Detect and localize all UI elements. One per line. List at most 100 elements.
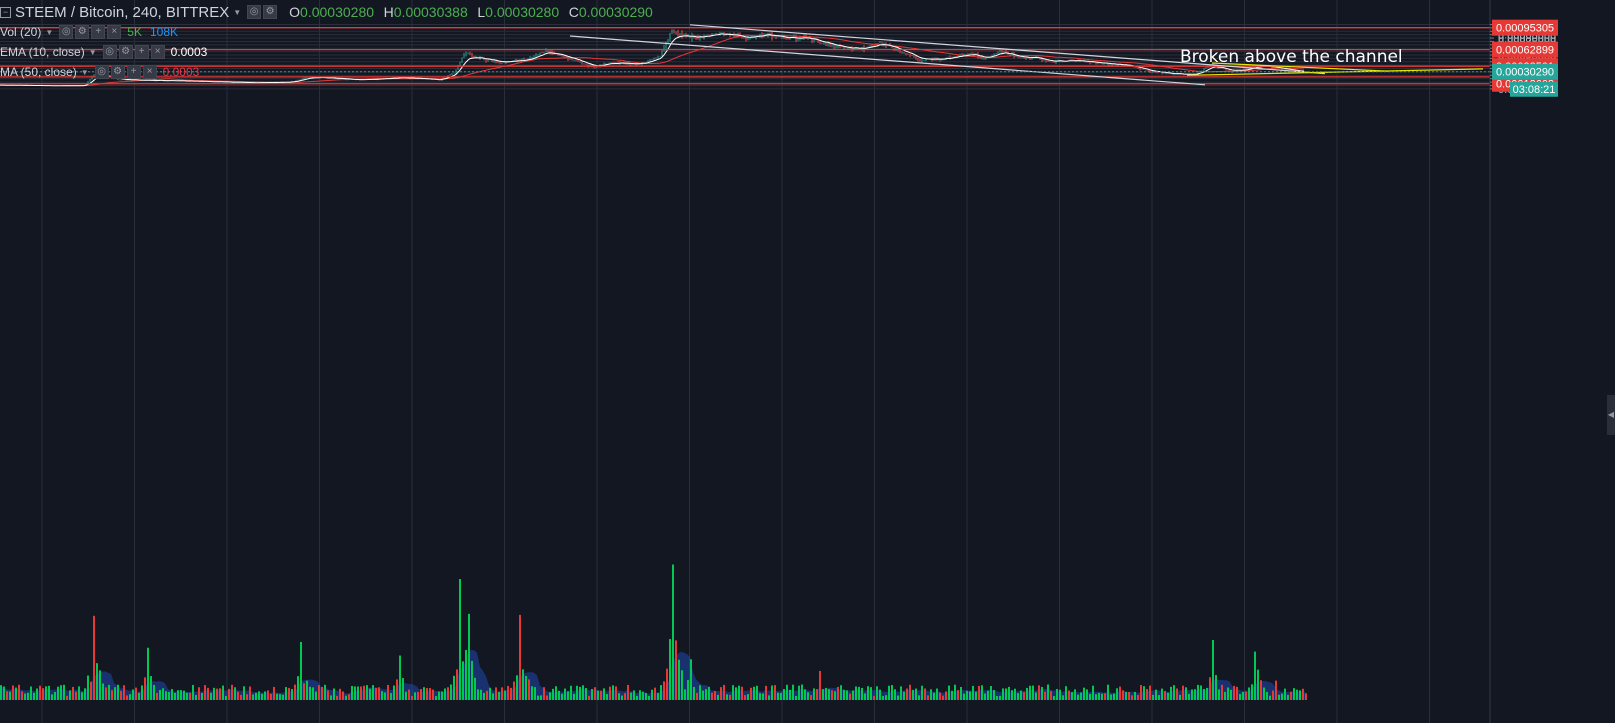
volume-bar [1275,680,1277,700]
volume-bar [1146,689,1148,700]
volume-bar [27,692,29,700]
volume-bar [333,688,335,700]
volume-bar [735,687,737,700]
settings-icon[interactable]: ⚙ [263,5,278,19]
trendline-triangle-upper[interactable] [1211,62,1391,72]
settings-icon[interactable]: ⚙ [118,45,133,59]
volume-bar [186,692,188,700]
volume-bar [1194,689,1196,700]
volume-bar [1290,691,1292,700]
volume-bar [1239,694,1241,700]
volume-bar [1170,686,1172,700]
volume-bar [1254,651,1256,700]
indicator-label[interactable]: MA (50, close) [0,65,77,79]
side-panel-toggle[interactable]: ◀ [1607,395,1615,435]
volume-bar [0,685,2,700]
volume-bar [234,687,236,700]
symbol-title[interactable]: STEEM / Bitcoin, 240, BITTREX [15,3,230,21]
volume-bar [210,692,212,700]
volume-bar [90,681,92,700]
volume-bar [864,693,866,700]
close-icon[interactable]: × [107,25,122,39]
volume-bar [534,687,536,700]
volume-bar [330,695,332,700]
volume-bar [420,688,422,700]
close-icon[interactable]: × [142,65,157,79]
volume-bar [978,685,980,700]
volume-bar [216,688,218,700]
volume-bar [336,695,338,700]
volume-bar [498,691,500,700]
volume-bar [753,686,755,700]
volume-bar [594,687,596,700]
chevron-down-icon[interactable]: ▼ [80,67,89,77]
volume-bar [18,684,20,700]
volume-bar [144,677,146,700]
volume-bar [1263,687,1265,700]
volume-bar [1071,692,1073,700]
settings-icon[interactable]: ⚙ [75,25,90,39]
volume-bar [1227,687,1229,700]
volume-bar [633,690,635,700]
volume-bar [156,692,158,700]
volume-bar [303,683,305,700]
volume-bar [1020,690,1022,700]
chevron-down-icon[interactable]: ▼ [88,47,97,57]
volume-bar [441,691,443,700]
chevron-down-icon[interactable]: ▼ [45,27,54,37]
settings-icon[interactable]: ⚙ [110,65,125,79]
indicator-label[interactable]: Vol (20) [0,25,42,39]
volume-bar [1029,685,1031,700]
indicator-value: 0.0003 [170,45,208,59]
volume-bar [204,685,206,700]
volume-bar [114,687,116,700]
trendline-channel-lower[interactable] [569,35,1206,86]
volume-bar [339,688,341,700]
volume-bar [1134,691,1136,700]
volume-bar [111,690,113,700]
volume-bar [870,687,872,700]
volume-bar [429,688,431,700]
volume-bar [474,677,476,700]
volume-bar [300,641,302,700]
trendline-channel-upper[interactable] [689,24,1326,75]
volume-bar [645,693,647,700]
volume-bar [279,694,281,700]
chevron-down-icon[interactable]: ▼ [233,7,242,17]
volume-bar [1107,684,1109,700]
volume-bar [9,691,11,700]
eye-icon[interactable]: ◎ [102,45,117,59]
volume-bar [438,691,440,700]
volume-bar [141,685,143,700]
eye-icon[interactable]: ◎ [247,5,262,19]
trendline-triangle-lower[interactable] [1186,68,1484,76]
volume-bar [945,691,947,700]
collapse-icon[interactable]: − [0,6,11,18]
volume-bar [1005,688,1007,700]
volume-bar [1080,692,1082,700]
add-icon[interactable]: + [134,45,149,59]
close-icon[interactable]: × [150,45,165,59]
volume-bar [930,689,932,700]
volume-bar [966,690,968,700]
volume-bar [531,686,533,700]
indicator-label[interactable]: EMA (10, close) [0,45,85,59]
add-icon[interactable]: + [126,65,141,79]
price-axis[interactable] [1489,0,1615,723]
volume-bar [408,689,410,700]
volume-bar [1008,686,1010,700]
last-price-tag [1492,63,1558,80]
volume-bar [312,687,314,700]
volume-bar [642,691,644,700]
eye-icon[interactable]: ◎ [59,25,74,39]
volume-bar [1260,680,1262,700]
add-icon[interactable]: + [91,25,106,39]
volume-bar [609,686,611,700]
volume-bar [717,694,719,700]
volume-bar [225,695,227,700]
eye-icon[interactable]: ◎ [94,65,109,79]
volume-bar [906,688,908,700]
volume-bar [918,695,920,700]
volume-bar [189,692,191,700]
